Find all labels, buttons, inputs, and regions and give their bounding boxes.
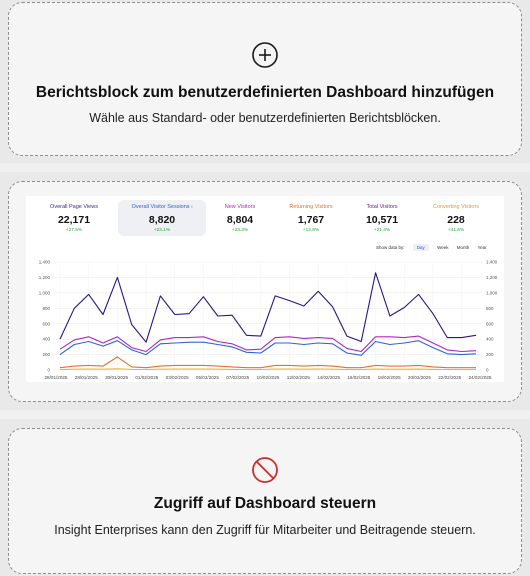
- x-tick-label: 28/01/2025: [45, 375, 68, 380]
- x-tick-label: 12/02/2025: [287, 375, 310, 380]
- no-access-icon[interactable]: [250, 455, 280, 485]
- chart-gridlines: [54, 261, 482, 371]
- y-tick-label: 400: [42, 337, 50, 342]
- metric-value: 8,820: [148, 214, 176, 226]
- y-tick-label: 1,400: [486, 260, 498, 265]
- y-axis-left: 0 200 400 600 800 1,000 1,200 1,400: [39, 260, 51, 373]
- access-title: Zugriff auf Dashboard steuern: [153, 495, 377, 512]
- metric-value: 1,767: [297, 214, 325, 226]
- metric-delta: +21.4%: [373, 228, 391, 233]
- x-tick-label: 10/02/2025: [257, 375, 280, 380]
- visitor-line-chart: 0 200 400 600 800 1,000 1,200 1,400 0 200 400 600 8…: [39, 260, 498, 380]
- x-tick-label: 01/02/2025: [135, 375, 158, 380]
- x-tick-label: 28/01/2025: [75, 375, 98, 380]
- y-tick-label: 400: [486, 337, 494, 342]
- y-tick-label: 0: [47, 368, 50, 373]
- y-tick-label: 1,000: [486, 290, 498, 295]
- metric-label: Overall Visitor Sessions: [131, 204, 190, 210]
- y-tick-label: 1,200: [486, 275, 498, 280]
- metric-label: Overall Page Views: [50, 204, 98, 210]
- y-tick-label: 200: [42, 352, 50, 357]
- metric-value: 10,571: [365, 214, 399, 226]
- x-axis: 28/01/2025 28/01/2025 30/01/2025 01/02/2025…: [45, 375, 492, 380]
- x-tick-label: 20/02/2025: [408, 375, 431, 380]
- metric-value: 228: [447, 214, 465, 226]
- access-control-card[interactable]: Zugriff auf Dashboard steuern Insight En…: [8, 428, 522, 574]
- metric-new-visitors[interactable]: New Visitors 8,804 +23.3%: [204, 200, 276, 236]
- x-tick-label: 22/02/2025: [438, 375, 461, 380]
- x-tick-label: 24/02/2025: [469, 375, 492, 380]
- y-tick-label: 1,000: [39, 290, 51, 295]
- y-tick-label: 200: [486, 352, 494, 357]
- x-tick-label: 03/02/2025: [166, 375, 189, 380]
- metric-delta: +27.5%: [65, 228, 83, 233]
- metric-label: Returning Visitors: [289, 204, 333, 210]
- metric-returning-visitors[interactable]: Returning Visitors 1,767 +12.8%: [275, 200, 347, 236]
- y-axis-right: 0 200 400 600 800 1,000 1,200 1,400: [486, 260, 498, 373]
- metric-label: Converting Visitors: [432, 204, 480, 210]
- y-tick-label: 1,400: [39, 260, 51, 265]
- info-icon[interactable]: i: [191, 204, 193, 209]
- period-option-year[interactable]: Year: [477, 245, 487, 250]
- add-block-subtitle: Wähle aus Standard- oder benutzerdefinie…: [89, 111, 441, 125]
- dashboard-preview: Overall Page Views 22,171 +27.5% Overall…: [26, 196, 504, 382]
- series-line-2: [59, 335, 477, 353]
- period-option-week[interactable]: Week: [437, 245, 449, 250]
- metrics-row: Overall Page Views 22,171 +27.5% Overall…: [26, 196, 504, 242]
- y-tick-label: 600: [486, 321, 494, 326]
- x-tick-label: 30/01/2025: [105, 375, 128, 380]
- x-tick-label: 05/02/2025: [196, 375, 219, 380]
- x-tick-label: 18/02/2025: [378, 375, 401, 380]
- metric-converting-visitors[interactable]: Converting Visitors 228 +41.6%: [420, 200, 492, 236]
- y-tick-label: 1,200: [39, 275, 51, 280]
- y-tick-label: 0: [486, 368, 489, 373]
- plus-circle-icon[interactable]: [251, 41, 279, 69]
- show-data-by: Show data by: Day Week Month Year: [376, 244, 494, 254]
- period-option-month[interactable]: Month: [456, 245, 470, 250]
- x-tick-label: 14/02/2025: [317, 375, 340, 380]
- metric-total-visitors[interactable]: Total Visitors 10,571 +21.4%: [346, 200, 418, 236]
- add-block-title: Berichtsblock zum benutzerdefinierten Da…: [35, 84, 495, 101]
- metric-delta: +23.1%: [153, 228, 171, 233]
- series-line-1: [59, 272, 477, 343]
- metric-value: 22,171: [57, 214, 91, 226]
- y-tick-label: 800: [486, 306, 494, 311]
- metric-value: 8,804: [226, 214, 254, 226]
- x-tick-label: 16/02/2025: [347, 375, 370, 380]
- series-line-5: [59, 368, 476, 371]
- chart-series: [59, 272, 477, 371]
- series-line-4: [59, 356, 476, 369]
- metric-label: New Visitors: [224, 204, 256, 210]
- access-subtitle: Insight Enterprises kann den Zugriff für…: [54, 523, 476, 537]
- y-tick-label: 800: [42, 306, 50, 311]
- metric-overall-page-views[interactable]: Overall Page Views 22,171 +27.5%: [38, 200, 110, 236]
- metric-delta: +23.3%: [231, 228, 249, 233]
- y-tick-label: 600: [42, 321, 50, 326]
- metric-delta: +12.8%: [302, 228, 320, 233]
- x-tick-label: 07/02/2025: [226, 375, 249, 380]
- show-data-by-label: Show data by:: [376, 245, 405, 250]
- metric-delta: +41.6%: [447, 228, 465, 233]
- period-option-day[interactable]: Day: [412, 244, 429, 251]
- series-line-3: [59, 340, 477, 356]
- metric-label: Total Visitors: [366, 204, 398, 210]
- add-report-block-card[interactable]: Berichtsblock zum benutzerdefinierten Da…: [8, 2, 522, 156]
- metric-overall-visitor-sessions[interactable]: Overall Visitor Sessions i 8,820 +23.1%: [118, 200, 206, 236]
